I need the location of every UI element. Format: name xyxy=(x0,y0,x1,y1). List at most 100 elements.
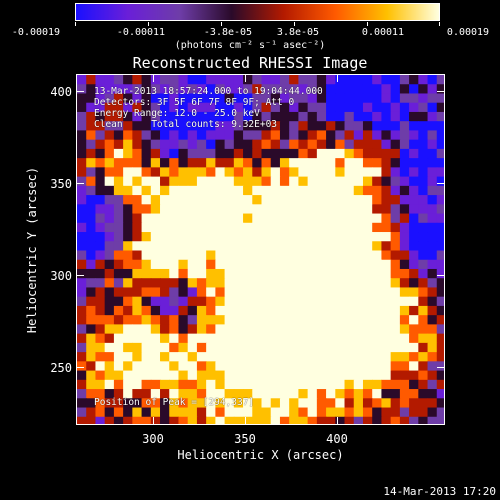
pixel xyxy=(141,204,152,215)
pixel xyxy=(390,185,401,196)
pixel xyxy=(298,324,309,335)
pixel xyxy=(252,342,263,353)
pixel xyxy=(326,139,336,150)
pixel xyxy=(316,111,327,122)
pixel xyxy=(344,241,355,252)
pixel xyxy=(77,361,87,372)
pixel xyxy=(206,389,216,399)
pixel xyxy=(418,342,429,353)
pixel xyxy=(362,111,373,122)
pixel xyxy=(104,370,115,381)
pixel xyxy=(279,241,290,252)
pixel xyxy=(206,75,216,85)
pixel xyxy=(427,250,438,261)
pixel xyxy=(261,352,272,362)
pixel xyxy=(252,287,263,298)
pixel xyxy=(233,305,244,316)
pixel xyxy=(243,222,253,233)
pixel xyxy=(427,222,438,233)
pixel xyxy=(418,315,429,325)
pixel xyxy=(150,315,161,325)
pixel xyxy=(289,287,299,298)
pixel xyxy=(298,139,309,150)
pixel xyxy=(307,213,318,224)
pixel xyxy=(132,342,143,353)
pixel xyxy=(150,195,161,205)
pixel xyxy=(150,167,161,178)
pixel xyxy=(196,204,207,215)
pixel xyxy=(372,121,383,132)
pixel xyxy=(141,84,152,95)
pixel xyxy=(252,361,263,372)
pixel xyxy=(123,204,133,215)
pixel xyxy=(160,416,170,424)
pixel xyxy=(418,167,429,178)
pixel xyxy=(178,296,189,307)
time-range: 13-Mar-2013 18:57:24.000 to 19:04:44.000 xyxy=(94,86,323,97)
pixel xyxy=(381,379,392,390)
colorbar-tick-label: -0.00011 xyxy=(116,27,166,38)
pixel xyxy=(326,259,336,270)
pixel xyxy=(224,185,235,196)
pixel xyxy=(427,398,438,409)
pixel xyxy=(95,158,106,168)
pixel xyxy=(279,121,290,132)
pixel xyxy=(307,130,318,141)
pixel xyxy=(316,324,327,335)
pixel xyxy=(344,296,355,307)
pixel xyxy=(289,84,299,95)
pixel xyxy=(178,84,189,95)
pixel xyxy=(362,389,373,399)
pixel xyxy=(77,75,87,85)
pixel xyxy=(418,278,429,289)
pixel xyxy=(233,222,244,233)
pixel xyxy=(141,379,152,390)
pixel xyxy=(409,333,419,344)
pixel xyxy=(436,241,444,252)
pixel xyxy=(279,250,290,261)
pixel xyxy=(409,389,419,399)
pixel xyxy=(418,241,429,252)
pixel xyxy=(77,121,87,132)
pixel xyxy=(252,93,263,104)
pixel xyxy=(169,111,180,122)
pixel xyxy=(224,176,235,187)
pixel xyxy=(326,195,336,205)
pixel xyxy=(141,259,152,270)
pixel xyxy=(95,315,106,325)
pixel xyxy=(316,407,327,418)
colorbar-tick-label: 0.00011 xyxy=(361,27,405,38)
pixel xyxy=(77,102,87,113)
pixel xyxy=(399,213,410,224)
pixel xyxy=(86,102,97,113)
pixel xyxy=(150,176,161,187)
pixel xyxy=(252,305,263,316)
pixel xyxy=(86,296,97,307)
pixel xyxy=(353,305,364,316)
pixel xyxy=(187,232,198,242)
pixel xyxy=(399,121,410,132)
pixel xyxy=(252,370,263,381)
pixel xyxy=(307,111,318,122)
pixel xyxy=(233,416,244,424)
pixel xyxy=(196,416,207,424)
pixel xyxy=(160,176,170,187)
pixel xyxy=(150,379,161,390)
pixel xyxy=(381,407,392,418)
pixel xyxy=(160,158,170,168)
pixel xyxy=(141,111,152,122)
pixel xyxy=(252,185,263,196)
pixel xyxy=(399,222,410,233)
pixel xyxy=(233,333,244,344)
pixel xyxy=(132,195,143,205)
pixel xyxy=(95,259,106,270)
pixel xyxy=(196,213,207,224)
timestamp: 14-Mar-2013 17:20 xyxy=(383,485,496,498)
pixel xyxy=(316,352,327,362)
pixel xyxy=(169,296,180,307)
pixel xyxy=(436,213,444,224)
pixel xyxy=(206,204,216,215)
pixel xyxy=(335,195,346,205)
pixel xyxy=(252,84,263,95)
pixel xyxy=(289,232,299,242)
